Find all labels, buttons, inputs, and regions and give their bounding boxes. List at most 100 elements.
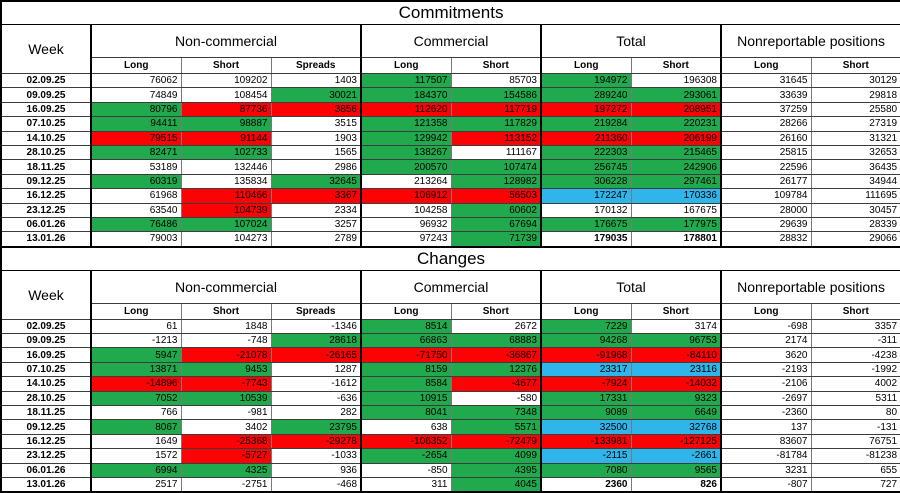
value-cell: 2789: [270, 231, 362, 248]
value-cell: -468: [270, 476, 362, 493]
value-cell: 2360: [540, 476, 632, 493]
value-cell: 23317: [540, 361, 632, 378]
value-cell: 219284: [540, 116, 632, 132]
week-cell: 16.12.25: [0, 433, 92, 450]
value-cell: 29818: [810, 87, 900, 103]
value-cell: 655: [810, 462, 900, 478]
value-cell: 53189: [90, 159, 182, 175]
value-cell: 113152: [450, 130, 542, 146]
value-cell: 60602: [450, 202, 542, 218]
value-cell: 107474: [450, 159, 542, 175]
value-cell: 104258: [360, 202, 452, 218]
value-cell: -133981: [540, 433, 632, 450]
value-cell: 12376: [450, 361, 542, 378]
changes-header: Changes Week Non-commercial Commercial T…: [0, 246, 900, 320]
value-cell: 94411: [90, 116, 182, 132]
value-cell: 106912: [360, 188, 452, 204]
value-cell: 28618: [270, 333, 362, 349]
value-cell: 7080: [540, 462, 632, 478]
col-nr-long: Long: [720, 302, 812, 320]
table-row: 06.01.26 6994 4325 936 -850 4395 7080 9565 3231 6…: [0, 462, 900, 478]
week-cell: 07.10.25: [0, 361, 92, 378]
value-cell: -91968: [540, 347, 632, 363]
group-total: Total: [540, 269, 722, 304]
table-row: 09.12.25 60319 135834 32645 213264 128982 3062…: [0, 173, 900, 190]
value-cell: -1346: [270, 318, 362, 335]
value-cell: 4099: [450, 448, 542, 464]
col-com-long: Long: [360, 302, 452, 320]
value-cell: 96932: [360, 216, 452, 233]
week-cell: 18.11.25: [0, 159, 92, 175]
table-row: 14.10.25 79515 91144 1903 129942 113152 211360…: [0, 130, 900, 146]
value-cell: 117507: [360, 72, 452, 89]
value-cell: 26177: [720, 173, 812, 190]
value-cell: 32653: [810, 144, 900, 161]
week-cell: 28.10.25: [0, 144, 92, 161]
value-cell: 110466: [180, 188, 272, 204]
value-cell: 172247: [540, 188, 632, 204]
value-cell: 129942: [360, 130, 452, 146]
value-cell: -21078: [180, 347, 272, 363]
value-cell: 10915: [360, 390, 452, 407]
value-cell: 17331: [540, 390, 632, 407]
value-cell: 33639: [720, 87, 812, 103]
value-cell: 826: [630, 476, 722, 493]
week-cell: 14.10.25: [0, 376, 92, 392]
week-cell: 14.10.25: [0, 130, 92, 146]
value-cell: 2986: [270, 159, 362, 175]
week-cell: 16.12.25: [0, 188, 92, 204]
value-cell: 213264: [360, 173, 452, 190]
value-cell: 71739: [450, 231, 542, 248]
group-nonreportable: Nonreportable positions: [719, 24, 900, 58]
value-cell: 76751: [810, 433, 900, 450]
group-nonreportable: Nonreportable positions: [719, 269, 900, 304]
table-row: 18.11.25 766 -981 282 8041 7348 9089 6649 -2360 8…: [0, 405, 900, 421]
value-cell: 3620: [720, 347, 812, 363]
value-cell: 5947: [90, 347, 182, 363]
value-cell: 177975: [630, 216, 722, 233]
value-cell: 25580: [810, 101, 900, 118]
value-cell: -698: [720, 318, 812, 335]
value-cell: 80: [810, 405, 900, 421]
value-cell: 9565: [630, 462, 722, 478]
value-cell: -14032: [630, 376, 722, 392]
value-cell: 7348: [450, 405, 542, 421]
week-cell: 09.12.25: [0, 173, 92, 190]
col-nr-short: Short: [810, 302, 900, 320]
value-cell: 96753: [630, 333, 722, 349]
value-cell: 112620: [360, 101, 452, 118]
week-cell: 16.09.25: [0, 347, 92, 363]
value-cell: 200570: [360, 159, 452, 175]
value-cell: 9089: [540, 405, 632, 421]
value-cell: 170132: [540, 202, 632, 218]
value-cell: 60319: [90, 173, 182, 190]
col-total-long: Long: [540, 302, 632, 320]
value-cell: 3367: [270, 188, 362, 204]
value-cell: 117829: [450, 116, 542, 132]
value-cell: -2751: [180, 476, 272, 493]
value-cell: -748: [180, 333, 272, 349]
changes-table: Changes Week Non-commercial Commercial T…: [0, 245, 900, 493]
value-cell: -29278: [270, 433, 362, 450]
value-cell: 8159: [360, 361, 452, 378]
value-cell: 220231: [630, 116, 722, 132]
value-cell: 128982: [450, 173, 542, 190]
changes-body: 02.09.25 61 1848 -1346 8514 2672 7229 3174 -698 3…: [0, 318, 900, 493]
table-row: 16.09.25 80796 87736 3856 112620 117719 197272…: [0, 101, 900, 118]
week-cell: 06.01.26: [0, 462, 92, 478]
value-cell: 29639: [720, 216, 812, 233]
value-cell: 31321: [810, 130, 900, 146]
value-cell: 167675: [630, 202, 722, 218]
table-row: 02.09.25 76062 109202 1403 117507 85703 194972…: [0, 72, 900, 89]
value-cell: -131: [810, 419, 900, 435]
value-cell: 29066: [810, 231, 900, 248]
value-cell: 121358: [360, 116, 452, 132]
value-cell: 98887: [180, 116, 272, 132]
value-cell: 293061: [630, 87, 722, 103]
week-cell: 16.09.25: [0, 101, 92, 118]
value-cell: 311: [360, 476, 452, 493]
col-nc-spreads: Spreads: [270, 57, 362, 74]
value-cell: 76486: [90, 216, 182, 233]
value-cell: 85703: [450, 72, 542, 89]
value-cell: 32500: [540, 419, 632, 435]
